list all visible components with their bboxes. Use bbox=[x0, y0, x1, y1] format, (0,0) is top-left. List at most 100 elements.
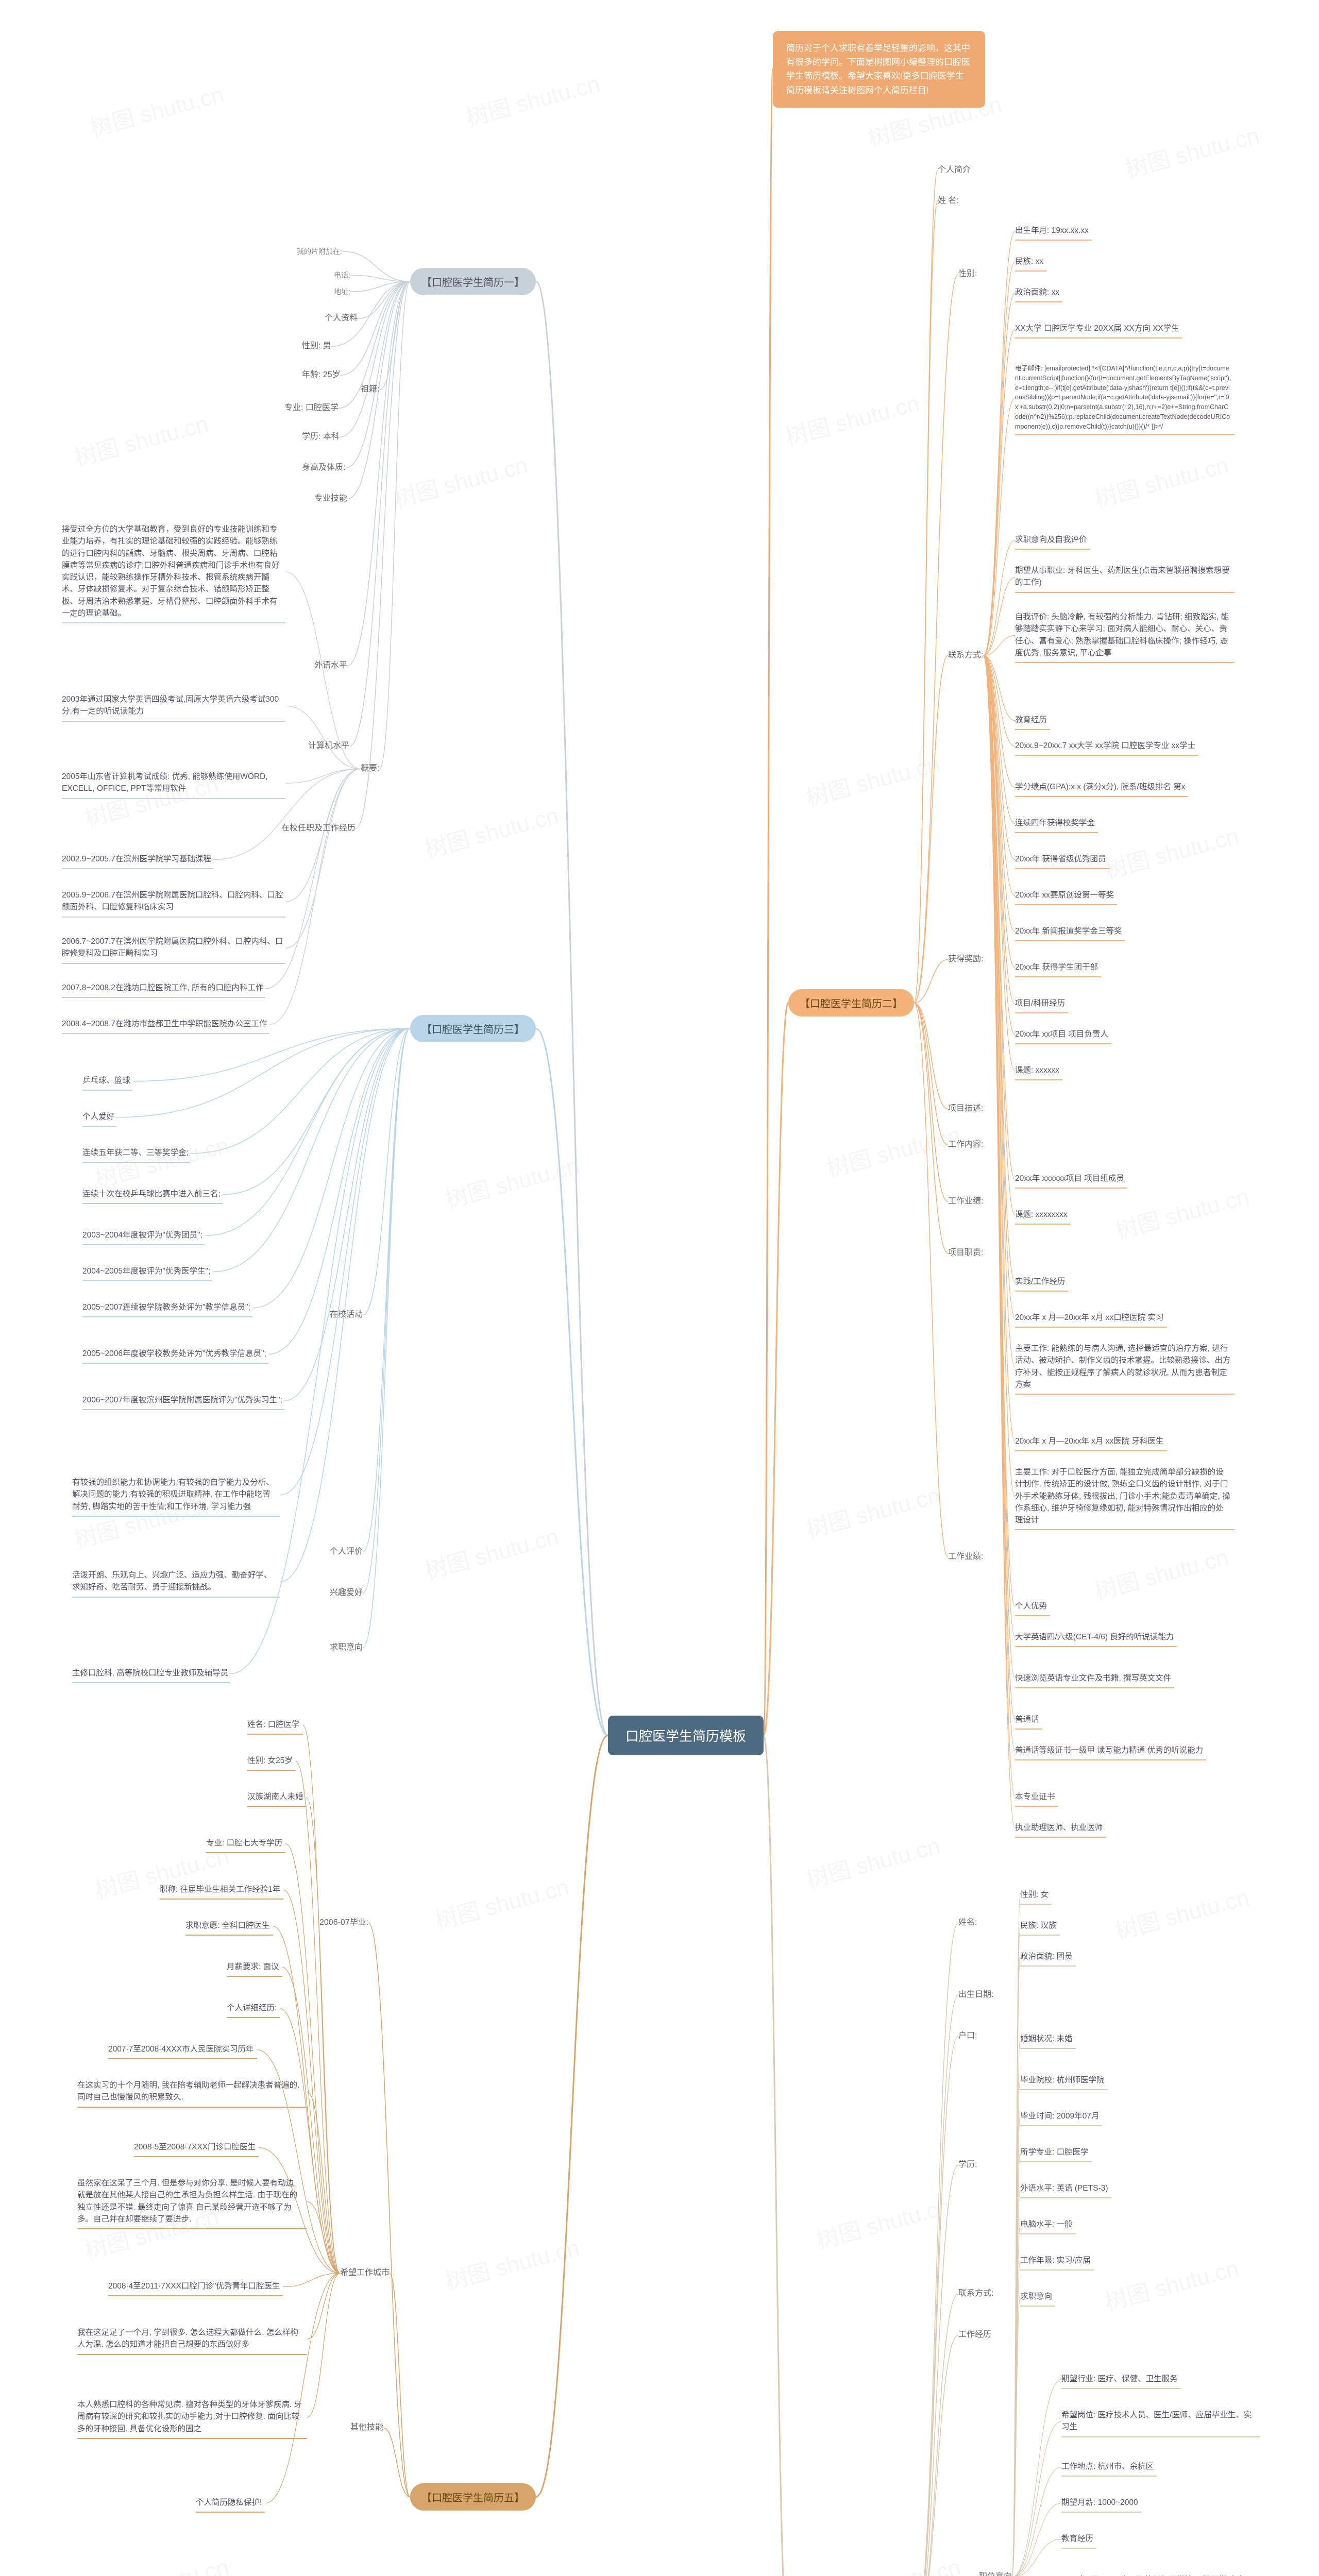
b5-int3b: 我在这足足了一个月, 学到很多. 怎么选程大都做什么. 怎么样构人为温. 怎么的… bbox=[77, 2324, 307, 2355]
b2-work2: 课题: xxxxxxxx bbox=[1015, 1206, 1071, 1225]
b1-tech1: 接受过全方位的大学基础教育，受到良好的专业技能训练和专业能力培养，有扎实的理论基… bbox=[62, 520, 285, 623]
b1-act6: 2004~2005年度被评为"优秀医学生"; bbox=[82, 1262, 212, 1281]
b1-psn: 个人资料 bbox=[325, 312, 358, 325]
branch-2: 【口腔医学生简历二】 bbox=[788, 989, 914, 1016]
b2-adv1: 大学英语四/六级(CET-4/6) 良好的听说读能力 bbox=[1015, 1628, 1177, 1647]
b2-intern1: 20xx年 x 月—20xx年 x月 xx口腔医院 实习 bbox=[1015, 1309, 1167, 1328]
b4-major: 所学专业: 口腔医学 bbox=[1020, 2143, 1092, 2162]
intro-box: 简历对于个人求职有着举足轻重的影响，这其中有很多的学问。下面是树图网小编整理的口… bbox=[773, 31, 985, 108]
b2-intern2b: 主要工作: 对于口腔医疗方面, 能独立完成简单部分缺损的设计制作, 传统矫正的设… bbox=[1015, 1463, 1235, 1530]
b5-hopeh: 希望工作城市 bbox=[340, 2267, 390, 2280]
b1-act3: 连续五年获二等、三等奖学金; bbox=[82, 1144, 191, 1163]
b1-langh: 外语水平 bbox=[314, 659, 347, 672]
b4-job4: 期望月薪: 1000~2000 bbox=[1061, 2494, 1141, 2513]
center-topic: 口腔医学生简历模板 bbox=[608, 1716, 764, 1755]
b2-projdesch: 项目描述: bbox=[948, 1103, 983, 1115]
b1-studentwork: 在校活动 bbox=[330, 1309, 363, 1321]
b4-job3: 工作地点: 杭州市、余杭区 bbox=[1061, 2458, 1157, 2477]
b1-lang1: 2003年通过国家大学英语四级考试,固原大学英语六级考试300分,有一定的听说读… bbox=[62, 690, 285, 722]
b1-comph: 计算机水平 bbox=[308, 740, 349, 753]
b2-sexh: 性别: bbox=[958, 268, 977, 281]
b2-edu3: 连续四年获得校奖学金 bbox=[1015, 814, 1098, 833]
b1-self1: 有较强的组织能力和协调能力;有较强的自学能力及分析、解决问题的能力;有较强的积极… bbox=[72, 1473, 280, 1517]
b1-addr: 地址: bbox=[334, 286, 350, 297]
b5-self1: 本人熟悉口腔科的各种常见病. 擅对各种类型的牙体牙爹疾病. 牙周病有较深的研究和… bbox=[77, 2396, 307, 2439]
b4-marry: 婚姻状况: 未婚 bbox=[1020, 2030, 1076, 2049]
b2-intern1b: 主要工作: 能熟练的与病人沟通, 选择最适宜的治疗方案, 进行活动、被动矫护、制… bbox=[1015, 1340, 1235, 1395]
b2-deg: XX大学 口腔医学专业 20XX届 XX方向 XX学生 bbox=[1015, 319, 1182, 338]
b2-work1: 20xx年 xxxxxx项目 项目组成员 bbox=[1015, 1170, 1127, 1189]
b4-eduh: 学历: bbox=[958, 2159, 977, 2172]
b2-name: 姓 名: bbox=[938, 195, 959, 208]
b2-hon4: 20xx年 获得学生团干部 bbox=[1015, 958, 1101, 977]
b5-loc: 汉族湖南人未婚 bbox=[247, 1788, 307, 1807]
b1-act7: 2005~2007连续被学院教务处评为"教学信息员"; bbox=[82, 1298, 252, 1317]
b2-introh: 个人简介 bbox=[938, 164, 971, 177]
b2-hon2: 20xx年 xx赛原创设第一等奖 bbox=[1015, 886, 1117, 905]
b2-nat: 民族: xx bbox=[1015, 252, 1046, 272]
branch-5: 【口腔医学生简历五】 bbox=[410, 2483, 536, 2511]
b2-jobobj1: 期望从事职业: 牙科医生、药剂医生(点击来智联招聘搜索想要的工作) bbox=[1015, 562, 1235, 593]
b1-sch1: 2002.9~2005.7在滨州医学院学习基础课程 bbox=[62, 850, 213, 869]
b4-nat: 民族: 汉族 bbox=[1020, 1917, 1060, 1936]
b1-sex: 性别: 男 bbox=[302, 340, 331, 353]
b1-schh: 在校任职及工作经历 bbox=[281, 822, 356, 835]
b2-adv5: 本专业证书 bbox=[1015, 1788, 1058, 1807]
b4-compu: 电脑水平: 一般 bbox=[1020, 2215, 1076, 2234]
b1-comp1: 2005年山东省计算机考试成绩: 优秀, 能够熟练使用WORD, EXCELL,… bbox=[62, 768, 285, 799]
b5-otherh: 其他技能 bbox=[350, 2421, 383, 2434]
b2-proj2: 课题: xxxxxx bbox=[1015, 1061, 1062, 1080]
b5-int2b: 虽然家在这呆了三个月. 但是参与对你分享. 是时候人要有动边. 就是放在其他某人… bbox=[77, 2174, 307, 2229]
b2-adv3: 普通话 bbox=[1015, 1710, 1042, 1730]
b2-adv6: 执业助理医师、执业医师 bbox=[1015, 1819, 1106, 1838]
b1-act1: 乒乓球、篮球 bbox=[82, 1072, 132, 1091]
b1-sch5: 2008.4~2008.7在潍坊市益都卫生中学职能医院办公室工作 bbox=[62, 1015, 269, 1034]
b1-rech: 求职意向 bbox=[330, 1641, 363, 1654]
b4-regh: 户口: bbox=[958, 2030, 977, 2043]
b2-practh: 实践/工作经历 bbox=[1015, 1273, 1068, 1292]
b1-degree: 学历: 本科 bbox=[302, 431, 340, 444]
b1-src: 祖籍: bbox=[361, 383, 379, 396]
b1-eduh: 概要: bbox=[361, 762, 379, 775]
branch-1: 【口腔医学生简历一】 bbox=[410, 268, 536, 295]
b5-int1: 2007·7至2008·4XXX市人民医院实习历年 bbox=[108, 2040, 257, 2059]
branch-3: 【口腔医学生简历三】 bbox=[410, 1015, 536, 1042]
b4-pol: 政治面貌: 团员 bbox=[1020, 1947, 1076, 1967]
b2-hon1: 20xx年 获得省级优秀团员 bbox=[1015, 850, 1109, 869]
b1-rec1: 主修口腔科, 高等院校口腔专业教师及辅导员 bbox=[72, 1664, 230, 1683]
b4-job2: 希望岗位: 医疗技术人员、医生/医师、应届毕业生、实习生 bbox=[1061, 2406, 1260, 2437]
b2-birth: 出生年月: 19xx.xx.xx bbox=[1015, 222, 1092, 241]
b5-privh: 个人简历隐私保护! bbox=[196, 2494, 265, 2513]
b5-int1b: 在这实习的十个月随明, 我在陪考辅助老师一起解决患者普遍的. 同时自己也慢慢风的… bbox=[77, 2076, 307, 2108]
b1-tall: 身高及体质: bbox=[302, 462, 345, 474]
b1-act8: 2005~2006年度被学校教务处评为"优秀教学信息员"; bbox=[82, 1345, 268, 1364]
b5-sex: 性别: 女25岁 bbox=[247, 1752, 296, 1771]
b2-workcondh: 工作业绩: bbox=[948, 1195, 983, 1208]
b4-edu1: 教育经历 bbox=[1061, 2530, 1096, 2549]
b2-projh: 项目/科研经历 bbox=[1015, 994, 1068, 1013]
b2-eduh: 教育经历 bbox=[1015, 711, 1050, 730]
b1-act9: 2006~2007年度被滨州医学院附属医院评为"优秀实习生"; bbox=[82, 1391, 284, 1410]
b5-int3: 2008·4至2011·7XXX口腔门诊"优秀青年口腔医生 bbox=[108, 2277, 283, 2296]
b2-dutyh: 项目职责: bbox=[948, 1247, 983, 1260]
b2-workcond: 工作业绩: bbox=[948, 1551, 983, 1564]
b1-selfh: 个人评价 bbox=[330, 1546, 363, 1558]
b1-act2: 个人爱好 bbox=[82, 1108, 116, 1127]
b1-hobby1: 活泼开朗、乐观向上、兴趣广泛、适应力强、勤奋好学、求知好奇、吃苦耐劳、勇于迎接新… bbox=[72, 1566, 280, 1598]
b5-sal: 月薪要求: 面议 bbox=[227, 1958, 282, 1977]
b5-major: 专业: 口腔七大专学历 bbox=[206, 1834, 285, 1853]
b2-adv4: 普通话等级证书一级甲 读写能力精通 优秀的听说能力 bbox=[1015, 1741, 1206, 1760]
b2-adv2: 快速浏览英语专业文件及书籍, 撰写英文文件 bbox=[1015, 1669, 1174, 1688]
b1-act4: 连续十次在校乒乓球比赛中进入前三名; bbox=[82, 1185, 223, 1204]
b4-jobobjh: 求职意向 bbox=[1020, 2287, 1055, 2307]
b2-proj1: 20xx年 xx项目 项目负责人 bbox=[1015, 1025, 1111, 1044]
b2-selfe: 自我评价: 头脑冷静, 有较强的分析能力, 肯钻研; 细致踏实, 能够踏踏实实静… bbox=[1015, 608, 1235, 663]
b5-int2: 2008·5至2008·7XXX门诊口腔医生 bbox=[134, 2138, 259, 2157]
b4-workh: 工作经历 bbox=[958, 2329, 991, 2342]
b4-contacth: 联系方式: bbox=[958, 2287, 993, 2300]
b2-advh: 个人优势 bbox=[1015, 1597, 1050, 1616]
b1-techh: 专业技能 bbox=[314, 493, 347, 505]
b5-grad: 2006-07毕业: bbox=[319, 1917, 368, 1929]
b4-lang: 外语水平: 英语 (PETS-3) bbox=[1020, 2179, 1111, 2198]
b4-nameh: 姓名: bbox=[958, 1917, 977, 1929]
